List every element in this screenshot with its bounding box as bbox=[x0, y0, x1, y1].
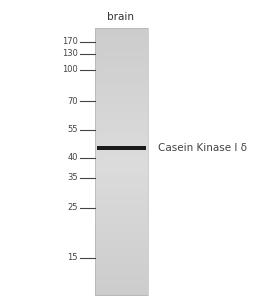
Bar bbox=[95, 188, 148, 192]
Bar bbox=[95, 101, 148, 105]
Bar bbox=[95, 61, 148, 65]
Bar bbox=[95, 228, 148, 232]
Bar bbox=[95, 265, 148, 269]
Text: brain: brain bbox=[107, 12, 134, 22]
Text: 70: 70 bbox=[67, 97, 78, 106]
Text: 15: 15 bbox=[68, 254, 78, 262]
Bar bbox=[95, 78, 148, 82]
Bar bbox=[95, 92, 148, 95]
Bar bbox=[95, 195, 148, 199]
Bar bbox=[95, 65, 148, 69]
Bar bbox=[95, 242, 148, 245]
Bar bbox=[95, 35, 148, 38]
Bar bbox=[95, 215, 148, 219]
Bar bbox=[95, 58, 148, 62]
Bar bbox=[95, 282, 148, 286]
Bar bbox=[95, 115, 148, 119]
Bar bbox=[95, 205, 148, 209]
Bar bbox=[95, 38, 148, 42]
Bar bbox=[95, 165, 148, 169]
Bar bbox=[95, 81, 148, 85]
Bar bbox=[95, 175, 148, 179]
Bar bbox=[95, 128, 148, 132]
Bar bbox=[95, 45, 148, 49]
Bar bbox=[95, 108, 148, 112]
Bar bbox=[95, 275, 148, 279]
Bar bbox=[95, 135, 148, 139]
Text: 40: 40 bbox=[68, 154, 78, 163]
Text: 55: 55 bbox=[68, 125, 78, 134]
Bar bbox=[95, 158, 148, 162]
Bar bbox=[95, 118, 148, 122]
Bar bbox=[95, 178, 148, 182]
Bar bbox=[95, 125, 148, 129]
Text: 130: 130 bbox=[62, 50, 78, 58]
Bar bbox=[95, 31, 148, 35]
Bar bbox=[95, 285, 148, 289]
Bar bbox=[95, 225, 148, 229]
Bar bbox=[95, 255, 148, 259]
Bar bbox=[95, 172, 148, 175]
Bar bbox=[95, 28, 148, 32]
Bar bbox=[95, 168, 148, 172]
Bar bbox=[95, 145, 148, 148]
Bar bbox=[95, 268, 148, 272]
Bar bbox=[95, 41, 148, 45]
Bar bbox=[95, 148, 148, 152]
Bar bbox=[95, 202, 148, 206]
Bar bbox=[97, 146, 146, 150]
Text: 25: 25 bbox=[68, 203, 78, 212]
Text: Casein Kinase I δ: Casein Kinase I δ bbox=[158, 143, 247, 153]
Text: 100: 100 bbox=[62, 65, 78, 74]
Bar bbox=[95, 68, 148, 72]
Bar bbox=[95, 51, 148, 55]
Bar bbox=[95, 245, 148, 249]
Bar bbox=[95, 105, 148, 109]
Bar bbox=[95, 248, 148, 252]
Bar bbox=[95, 191, 148, 195]
Bar bbox=[95, 252, 148, 256]
Bar bbox=[95, 222, 148, 225]
Bar bbox=[95, 138, 148, 142]
Bar bbox=[95, 122, 148, 125]
Bar bbox=[95, 111, 148, 115]
Bar bbox=[95, 288, 148, 292]
Bar bbox=[95, 182, 148, 185]
Bar bbox=[95, 55, 148, 59]
Bar bbox=[95, 235, 148, 239]
Bar bbox=[95, 208, 148, 212]
Bar bbox=[95, 198, 148, 202]
Bar bbox=[95, 232, 148, 236]
Bar bbox=[95, 258, 148, 262]
Bar bbox=[95, 262, 148, 266]
Bar bbox=[95, 131, 148, 135]
Bar bbox=[95, 272, 148, 275]
Text: 170: 170 bbox=[62, 38, 78, 46]
Bar bbox=[95, 75, 148, 79]
Bar bbox=[95, 142, 148, 145]
Bar bbox=[95, 85, 148, 88]
Bar bbox=[95, 185, 148, 189]
Bar bbox=[95, 48, 148, 52]
Bar bbox=[95, 218, 148, 222]
Bar bbox=[95, 95, 148, 99]
Text: 35: 35 bbox=[67, 173, 78, 182]
Bar bbox=[95, 155, 148, 159]
Bar bbox=[95, 292, 148, 295]
Bar bbox=[95, 152, 148, 155]
Bar bbox=[95, 212, 148, 215]
Bar bbox=[95, 71, 148, 75]
Bar bbox=[95, 88, 148, 92]
Bar bbox=[95, 161, 148, 165]
Bar bbox=[95, 238, 148, 242]
Bar bbox=[95, 278, 148, 282]
Bar bbox=[95, 28, 148, 295]
Bar bbox=[95, 98, 148, 102]
